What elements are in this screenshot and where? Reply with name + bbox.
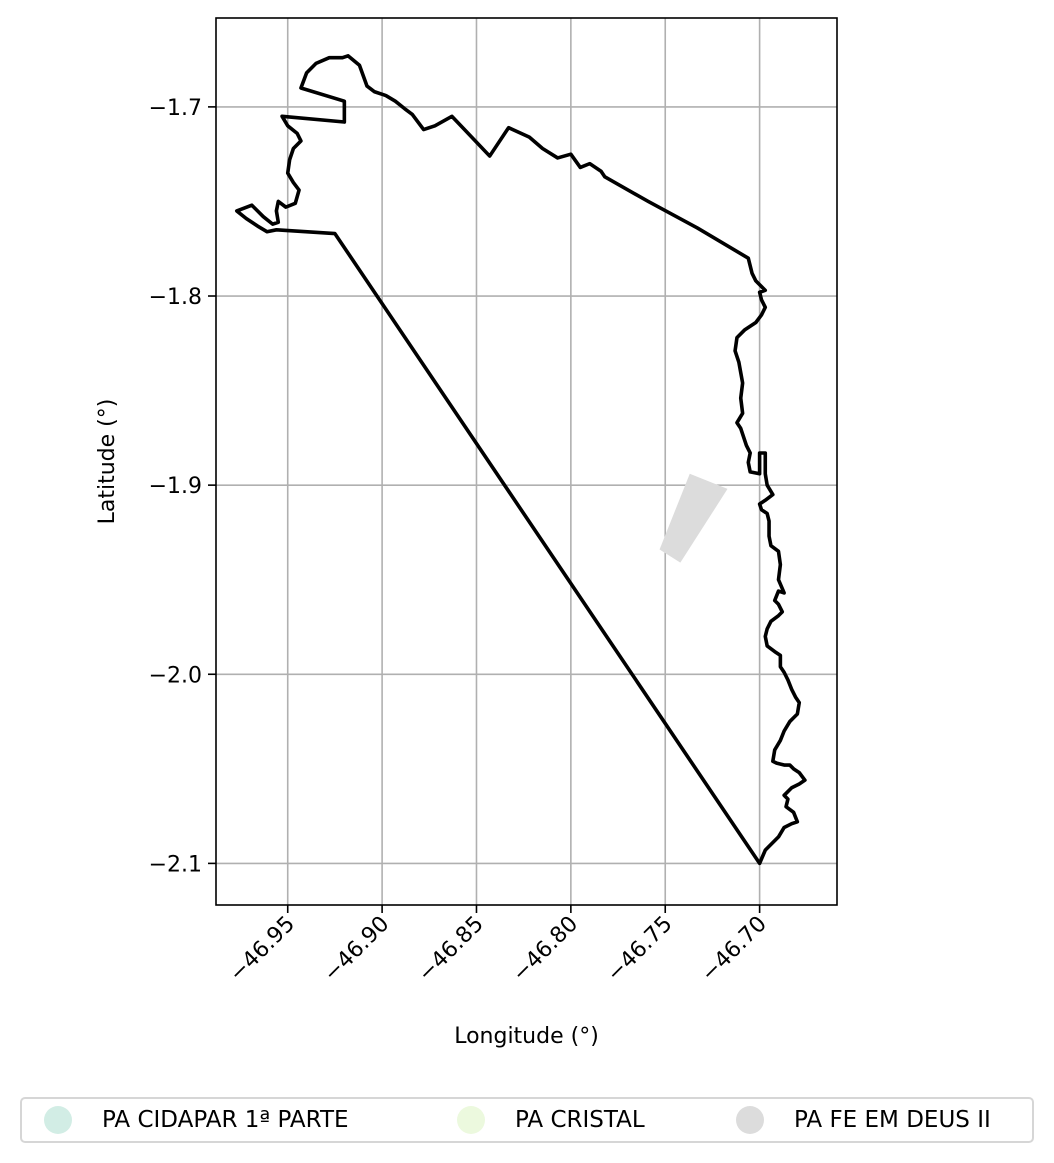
legend: PA CIDAPAR 1ª PARTE PA CRISTAL PA FE EM … [20,1097,1034,1143]
y-tick-label: −2.1 [149,852,202,877]
y-axis-title: Latitude (°) [95,399,120,525]
x-tick-label: −46.95 [225,912,300,987]
legend-marker-icon [457,1106,485,1134]
legend-marker-icon [44,1106,72,1134]
legend-label: PA CIDAPAR 1ª PARTE [102,1107,349,1133]
grid-lines [216,18,837,905]
y-tick-label: −2.0 [149,663,202,688]
legend-item-cidapar: PA CIDAPAR 1ª PARTE [44,1099,349,1141]
parcel-polygon [659,473,728,563]
x-tick-label: −46.70 [697,912,772,987]
x-tick-label: −46.80 [508,912,583,987]
legend-item-fe-em-deus: PA FE EM DEUS II [736,1099,991,1141]
x-axis-title: Longitude (°) [454,1024,599,1049]
parcel-layer [659,473,728,563]
x-tick-label: −46.75 [602,912,677,987]
x-tick-label: −46.90 [319,912,394,987]
x-axis-ticks: −46.95 −46.90 −46.85 −46.80 −46.75 −46.70 [225,905,772,987]
y-tick-label: −1.7 [149,96,202,121]
municipality-boundary [234,54,807,866]
boundary-line [234,54,807,866]
legend-label: PA CRISTAL [515,1107,645,1133]
y-axis-ticks: −1.7 −1.8 −1.9 −2.0 −2.1 [149,96,216,877]
x-tick-label: −46.85 [413,912,488,987]
y-tick-label: −1.8 [149,285,202,310]
y-tick-label: −1.9 [149,474,202,499]
legend-marker-icon [736,1106,764,1134]
plot-frame [215,17,838,906]
map-plot: −46.95 −46.90 −46.85 −46.80 −46.75 −46.70 −1.… [95,17,838,1049]
legend-item-cristal: PA CRISTAL [457,1099,645,1141]
legend-label: PA FE EM DEUS II [794,1107,991,1133]
